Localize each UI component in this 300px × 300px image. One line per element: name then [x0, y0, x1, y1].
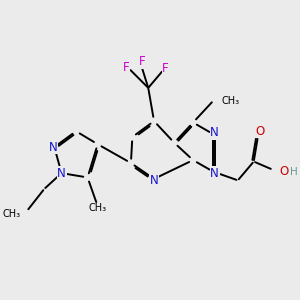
- Text: N: N: [210, 126, 219, 139]
- Text: CH₃: CH₃: [88, 203, 107, 213]
- Text: F: F: [123, 61, 130, 74]
- Text: N: N: [210, 167, 219, 180]
- Text: F: F: [162, 62, 169, 75]
- Text: F: F: [139, 55, 146, 68]
- Text: CH₃: CH₃: [222, 96, 240, 106]
- Text: N: N: [49, 141, 57, 154]
- Text: N: N: [150, 174, 158, 187]
- Text: N: N: [57, 167, 66, 180]
- Text: O: O: [279, 165, 288, 178]
- Text: O: O: [255, 125, 264, 138]
- Text: CH₃: CH₃: [3, 208, 21, 219]
- Text: H: H: [290, 167, 298, 177]
